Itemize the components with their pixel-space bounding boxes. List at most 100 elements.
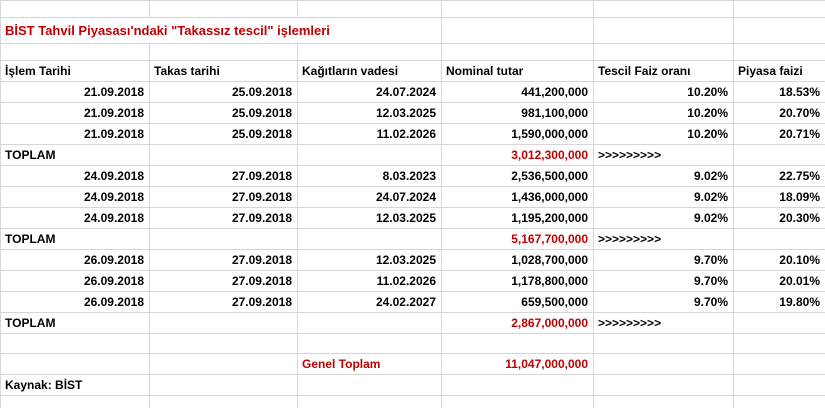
cell-tescil-faiz[interactable]: 10.20% [593, 81, 734, 103]
cell-tescil-faiz[interactable]: 9.70% [593, 270, 734, 292]
cell-islem-tarihi[interactable]: 24.09.2018 [0, 165, 150, 187]
col-header-piyasa-faizi[interactable]: Piyasa faizi [733, 60, 825, 82]
empty-cell[interactable] [441, 374, 594, 397]
cell-piyasa-faizi[interactable]: 20.30% [733, 207, 825, 229]
cell-takas-tarihi[interactable]: 25.09.2018 [149, 81, 298, 103]
cell-vade[interactable]: 24.07.2024 [297, 186, 442, 208]
cell-vade[interactable]: 12.03.2025 [297, 207, 442, 229]
cell-piyasa-faizi[interactable]: 18.09% [733, 186, 825, 208]
cell-takas-tarihi[interactable]: 27.09.2018 [149, 186, 298, 208]
empty-cell[interactable] [297, 374, 442, 397]
empty-cell[interactable] [733, 312, 825, 334]
empty-cell[interactable] [297, 332, 442, 355]
cell-vade[interactable]: 12.03.2025 [297, 102, 442, 124]
cell-islem-tarihi[interactable]: 21.09.2018 [0, 123, 150, 145]
grand-total-label[interactable]: Genel Toplam [297, 353, 442, 376]
source-label[interactable]: Kaynak: BİST [0, 374, 150, 397]
empty-cell[interactable] [733, 144, 825, 166]
empty-cell[interactable] [149, 395, 298, 408]
cell-nominal-tutar[interactable]: 659,500,000 [441, 291, 594, 313]
cell-takas-tarihi[interactable]: 27.09.2018 [149, 270, 298, 292]
subtotal-value[interactable]: 2,867,000,000 [441, 312, 594, 334]
empty-cell[interactable] [441, 395, 594, 408]
grand-total-value[interactable]: 11,047,000,000 [441, 353, 594, 376]
cell-nominal-tutar[interactable]: 1,178,800,000 [441, 270, 594, 292]
cell-islem-tarihi[interactable]: 26.09.2018 [0, 270, 150, 292]
arrow-marker[interactable]: >>>>>>>>> [593, 312, 734, 334]
col-header-islem-tarihi[interactable]: İşlem Tarihi [0, 60, 150, 82]
cell-nominal-tutar[interactable]: 981,100,000 [441, 102, 594, 124]
empty-cell[interactable] [441, 0, 594, 18]
cell-nominal-tutar[interactable]: 441,200,000 [441, 81, 594, 103]
empty-cell[interactable] [149, 228, 298, 250]
arrow-marker[interactable]: >>>>>>>>> [593, 144, 734, 166]
cell-nominal-tutar[interactable]: 2,536,500,000 [441, 165, 594, 187]
cell-piyasa-faizi[interactable]: 22.75% [733, 165, 825, 187]
empty-cell[interactable] [593, 43, 734, 61]
cell-takas-tarihi[interactable]: 27.09.2018 [149, 165, 298, 187]
cell-islem-tarihi[interactable]: 26.09.2018 [0, 249, 150, 271]
cell-piyasa-faizi[interactable]: 18.53% [733, 81, 825, 103]
cell-piyasa-faizi[interactable]: 20.71% [733, 123, 825, 145]
cell-vade[interactable]: 8.03.2023 [297, 165, 442, 187]
cell-nominal-tutar[interactable]: 1,590,000,000 [441, 123, 594, 145]
cell-tescil-faiz[interactable]: 9.02% [593, 186, 734, 208]
empty-cell[interactable] [297, 395, 442, 408]
empty-cell[interactable] [297, 228, 442, 250]
cell-nominal-tutar[interactable]: 1,028,700,000 [441, 249, 594, 271]
empty-cell[interactable] [0, 332, 150, 355]
empty-cell[interactable] [149, 332, 298, 355]
cell-tescil-faiz[interactable]: 9.70% [593, 249, 734, 271]
cell-tescil-faiz[interactable]: 9.02% [593, 207, 734, 229]
subtotal-value[interactable]: 3,012,300,000 [441, 144, 594, 166]
cell-nominal-tutar[interactable]: 1,195,200,000 [441, 207, 594, 229]
col-header-takas-tarihi[interactable]: Takas tarihi [149, 60, 298, 82]
empty-cell[interactable] [593, 395, 734, 408]
empty-cell[interactable] [733, 395, 825, 408]
empty-cell[interactable] [149, 312, 298, 334]
cell-islem-tarihi[interactable]: 24.09.2018 [0, 186, 150, 208]
cell-takas-tarihi[interactable]: 25.09.2018 [149, 123, 298, 145]
col-header-kagitlarin-vadesi[interactable]: Kağıtların vadesi [297, 60, 442, 82]
cell-takas-tarihi[interactable]: 27.09.2018 [149, 291, 298, 313]
empty-cell[interactable] [593, 0, 734, 18]
empty-cell[interactable] [149, 353, 298, 376]
cell-vade[interactable]: 24.07.2024 [297, 81, 442, 103]
cell-takas-tarihi[interactable]: 27.09.2018 [149, 207, 298, 229]
empty-cell[interactable] [0, 353, 150, 376]
cell-islem-tarihi[interactable]: 26.09.2018 [0, 291, 150, 313]
cell-takas-tarihi[interactable]: 25.09.2018 [149, 102, 298, 124]
cell-tescil-faiz[interactable]: 9.02% [593, 165, 734, 187]
empty-cell[interactable] [297, 43, 442, 61]
empty-cell[interactable] [733, 0, 825, 18]
empty-cell[interactable] [441, 17, 594, 44]
empty-cell[interactable] [149, 374, 298, 397]
empty-cell[interactable] [297, 312, 442, 334]
empty-cell[interactable] [733, 43, 825, 61]
cell-tescil-faiz[interactable]: 10.20% [593, 102, 734, 124]
cell-piyasa-faizi[interactable]: 20.70% [733, 102, 825, 124]
cell-islem-tarihi[interactable]: 21.09.2018 [0, 81, 150, 103]
cell-vade[interactable]: 24.02.2027 [297, 291, 442, 313]
subtotal-label[interactable]: TOPLAM [0, 312, 150, 334]
empty-cell[interactable] [297, 0, 442, 18]
empty-cell[interactable] [593, 332, 734, 355]
empty-cell[interactable] [733, 17, 825, 44]
col-header-nominal-tutar[interactable]: Nominal tutar [441, 60, 594, 82]
cell-vade[interactable]: 11.02.2026 [297, 123, 442, 145]
empty-cell[interactable] [593, 374, 734, 397]
cell-islem-tarihi[interactable]: 21.09.2018 [0, 102, 150, 124]
subtotal-value[interactable]: 5,167,700,000 [441, 228, 594, 250]
empty-cell[interactable] [149, 0, 298, 18]
empty-cell[interactable] [593, 17, 734, 44]
cell-piyasa-faizi[interactable]: 20.10% [733, 249, 825, 271]
subtotal-label[interactable]: TOPLAM [0, 228, 150, 250]
empty-cell[interactable] [441, 332, 594, 355]
cell-islem-tarihi[interactable]: 24.09.2018 [0, 207, 150, 229]
cell-piyasa-faizi[interactable]: 19.80% [733, 291, 825, 313]
arrow-marker[interactable]: >>>>>>>>> [593, 228, 734, 250]
cell-nominal-tutar[interactable]: 1,436,000,000 [441, 186, 594, 208]
col-header-tescil-faiz-orani[interactable]: Tescil Faiz oranı [593, 60, 734, 82]
cell-piyasa-faizi[interactable]: 20.01% [733, 270, 825, 292]
cell-takas-tarihi[interactable]: 27.09.2018 [149, 249, 298, 271]
